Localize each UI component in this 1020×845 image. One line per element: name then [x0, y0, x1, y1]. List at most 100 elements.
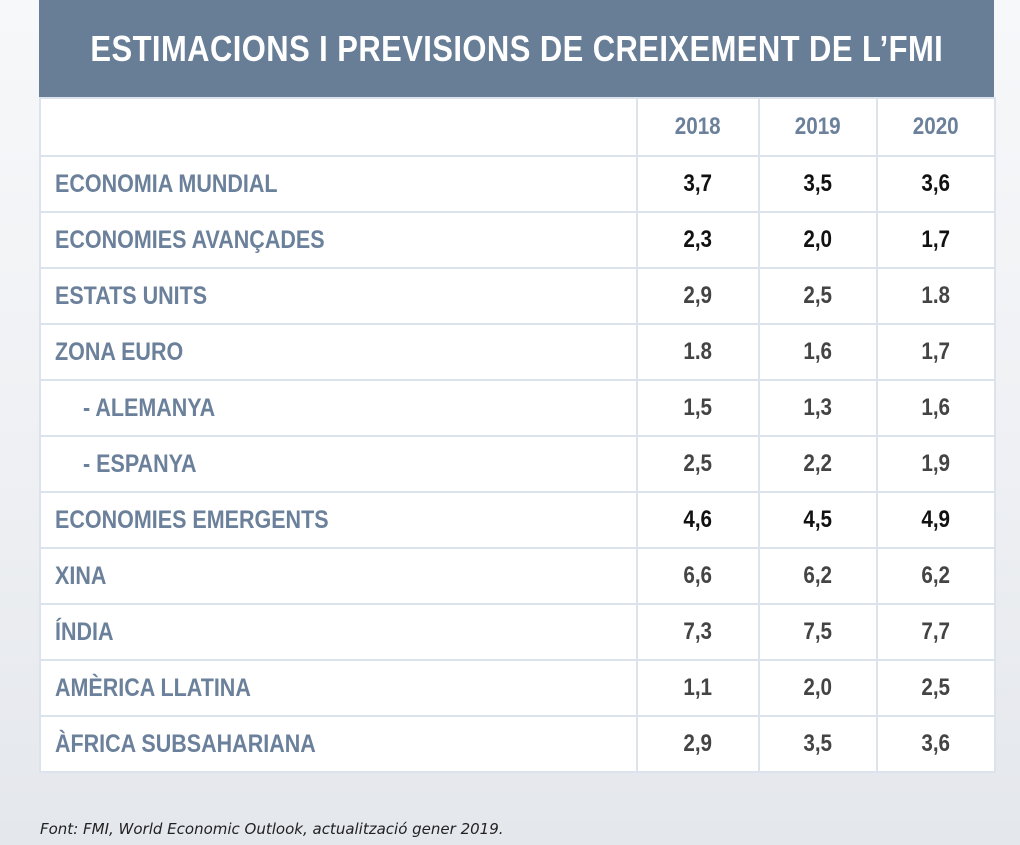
value-cell: 1,1	[636, 659, 760, 717]
growth-table-container: 2018 2019 2020 ECONOMIA MUNDIAL 3,7 3,5 3,6…	[39, 97, 996, 773]
row-label-cell: ECONOMIES AVANÇADES	[39, 211, 638, 269]
cell-value: 1,3	[803, 394, 833, 421]
value-cell: 1,6	[758, 323, 878, 381]
table-row: ÀFRICA SUBSAHARIANA 2,9 3,5 3,6	[39, 715, 996, 773]
row-label-cell: ÍNDIA	[39, 603, 638, 661]
cell-value: 1,5	[683, 394, 713, 421]
value-cell: 2,0	[758, 211, 878, 269]
table-row: - ESPANYA 2,5 2,2 1,9	[39, 435, 996, 493]
cell-value: 3,5	[803, 170, 833, 197]
column-header-label: 2019	[795, 113, 841, 140]
cell-value: 2,0	[803, 226, 833, 253]
growth-table: 2018 2019 2020 ECONOMIA MUNDIAL 3,7 3,5 3,6…	[39, 97, 996, 773]
row-label: ÍNDIA	[55, 617, 114, 646]
value-cell: 6,2	[876, 547, 996, 605]
value-cell: 1,7	[876, 323, 996, 381]
row-label-cell: XINA	[39, 547, 638, 605]
cell-value: 6,6	[683, 562, 713, 589]
cell-value: 4,6	[683, 506, 713, 533]
cell-value: 6,2	[921, 562, 951, 589]
table-row: ESTATS UNITS 2,9 2,5 1.8	[39, 267, 996, 325]
value-cell: 1,3	[758, 379, 878, 437]
cell-value: 6,2	[803, 562, 833, 589]
row-label: ECONOMIES AVANÇADES	[55, 225, 325, 254]
row-label: ZONA EURO	[55, 337, 184, 366]
value-cell: 6,2	[758, 547, 878, 605]
value-cell: 3,6	[876, 155, 996, 213]
cell-value: 1,1	[683, 674, 713, 701]
value-cell: 3,6	[876, 715, 996, 773]
cell-value: 7,5	[803, 618, 833, 645]
value-cell: 2,5	[758, 267, 878, 325]
table-header: 2018 2019 2020	[39, 97, 996, 157]
value-cell: 2,5	[636, 435, 760, 493]
cell-value: 2,9	[683, 282, 713, 309]
cell-value: 2,9	[683, 730, 713, 757]
value-cell: 2,9	[636, 715, 760, 773]
row-label-cell: ESTATS UNITS	[39, 267, 638, 325]
row-label: XINA	[55, 561, 107, 590]
cell-value: 1.8	[683, 338, 713, 365]
cell-value: 4,5	[803, 506, 833, 533]
row-label-cell: - ALEMANYA	[39, 379, 638, 437]
cell-value: 7,7	[921, 618, 951, 645]
value-cell: 1.8	[636, 323, 760, 381]
cell-value: 1,7	[921, 338, 951, 365]
cell-value: 4,9	[921, 506, 951, 533]
value-cell: 2,3	[636, 211, 760, 269]
cell-value: 2,3	[683, 226, 713, 253]
row-label-cell: AMÈRICA LLATINA	[39, 659, 638, 717]
value-cell: 2,0	[758, 659, 878, 717]
table-row: ÍNDIA 7,3 7,5 7,7	[39, 603, 996, 661]
header-empty-cell	[39, 97, 638, 157]
table-row: ECONOMIES AVANÇADES 2,3 2,0 1,7	[39, 211, 996, 269]
source-note: Font: FMI, World Economic Outlook, actua…	[40, 820, 504, 838]
cell-value: 2,2	[803, 450, 833, 477]
table-row: XINA 6,6 6,2 6,2	[39, 547, 996, 605]
cell-value: 3,7	[683, 170, 713, 197]
cell-value: 2,5	[803, 282, 833, 309]
table-body: ECONOMIA MUNDIAL 3,7 3,5 3,6 ECONOMIES AVANÇ…	[39, 155, 996, 773]
table-row: ZONA EURO 1.8 1,6 1,7	[39, 323, 996, 381]
value-cell: 7,3	[636, 603, 760, 661]
table-title: ESTIMACIONS I PREVISIONS DE CREIXEMENT D…	[90, 27, 943, 69]
cell-value: 1.8	[921, 282, 951, 309]
cell-value: 2,0	[803, 674, 833, 701]
value-cell: 3,5	[758, 715, 878, 773]
cell-value: 3,6	[921, 170, 951, 197]
cell-value: 1,6	[803, 338, 833, 365]
cell-value: 2,5	[683, 450, 713, 477]
value-cell: 2,9	[636, 267, 760, 325]
column-header: 2019	[758, 97, 878, 157]
row-label: ECONOMIA MUNDIAL	[55, 169, 278, 198]
row-label: - ALEMANYA	[83, 393, 216, 422]
table-title-bar: ESTIMACIONS I PREVISIONS DE CREIXEMENT D…	[39, 0, 994, 97]
value-cell: 1,9	[876, 435, 996, 493]
column-header: 2020	[876, 97, 996, 157]
row-label: ÀFRICA SUBSAHARIANA	[55, 729, 316, 758]
cell-value: 1,6	[921, 394, 951, 421]
value-cell: 4,9	[876, 491, 996, 549]
value-cell: 2,2	[758, 435, 878, 493]
column-header: 2018	[636, 97, 760, 157]
value-cell: 3,7	[636, 155, 760, 213]
cell-value: 1,7	[921, 226, 951, 253]
value-cell: 1.8	[876, 267, 996, 325]
cell-value: 2,5	[921, 674, 951, 701]
cell-value: 3,5	[803, 730, 833, 757]
value-cell: 1,5	[636, 379, 760, 437]
column-header-label: 2020	[913, 113, 959, 140]
cell-value: 7,3	[683, 618, 713, 645]
row-label: ECONOMIES EMERGENTS	[55, 505, 329, 534]
row-label-cell: ZONA EURO	[39, 323, 638, 381]
row-label-cell: ÀFRICA SUBSAHARIANA	[39, 715, 638, 773]
row-label-cell: ECONOMIES EMERGENTS	[39, 491, 638, 549]
value-cell: 1,6	[876, 379, 996, 437]
value-cell: 2,5	[876, 659, 996, 717]
value-cell: 7,5	[758, 603, 878, 661]
row-label: ESTATS UNITS	[55, 281, 208, 310]
value-cell: 3,5	[758, 155, 878, 213]
value-cell: 4,5	[758, 491, 878, 549]
cell-value: 3,6	[921, 730, 951, 757]
row-label-cell: ECONOMIA MUNDIAL	[39, 155, 638, 213]
